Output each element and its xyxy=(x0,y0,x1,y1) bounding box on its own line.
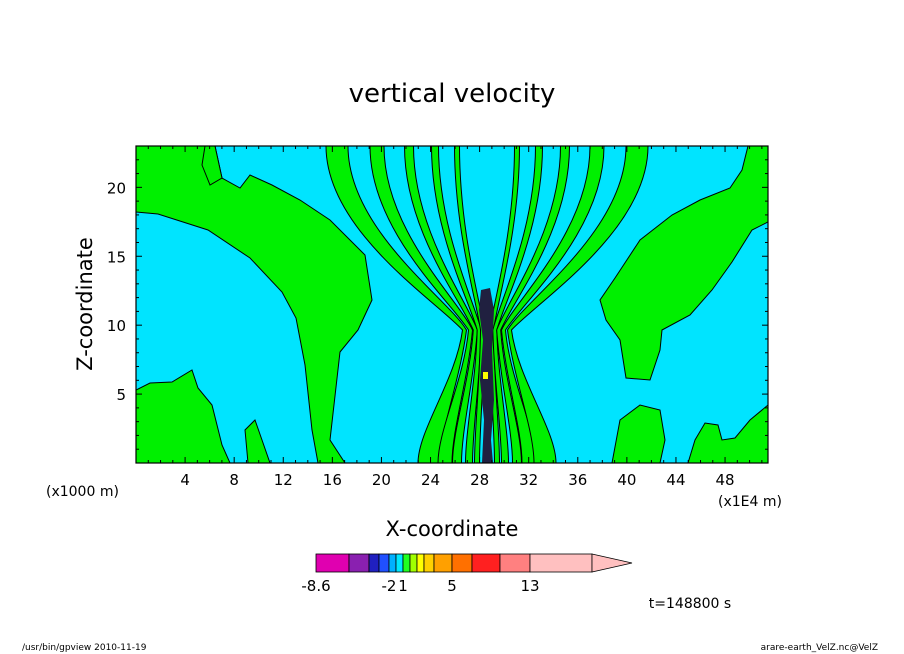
x-tick-label: 28 xyxy=(470,471,489,489)
x-units-right: (x1E4 m) xyxy=(718,494,782,510)
colorbar-label: 5 xyxy=(447,577,457,595)
positive-region-bottom-left xyxy=(136,369,231,463)
fan-band xyxy=(403,146,478,463)
colorbar-cell xyxy=(395,553,404,573)
y-tick-label: 10 xyxy=(107,317,126,335)
contour-field xyxy=(136,146,768,463)
positive-region-bottom-right-2 xyxy=(611,404,666,463)
colorbar-label: -2 xyxy=(382,577,397,595)
x-tick-label: 20 xyxy=(372,471,391,489)
positive-region-top-right xyxy=(599,146,768,381)
colorbar-label: 13 xyxy=(520,577,539,595)
footer-left: /usr/bin/gpview 2010-11-19 xyxy=(22,643,147,653)
updraft-max-spot xyxy=(483,372,488,379)
fan-band xyxy=(492,146,544,463)
colorbar-cell xyxy=(402,553,411,573)
fan-band xyxy=(453,146,486,463)
x-units-left: (x1000 m) xyxy=(46,484,119,500)
colorbar-cell xyxy=(529,553,593,573)
colorbar-label: -8.6 xyxy=(301,577,330,595)
x-tick-label: 12 xyxy=(274,471,293,489)
fan-band xyxy=(369,146,474,463)
central-fan xyxy=(325,146,649,463)
colorbar-cell xyxy=(499,553,531,573)
footer-right: arare-earth_VelZ.nc@VelZ xyxy=(761,643,878,653)
positive-region-bottom-left-2 xyxy=(244,419,271,463)
fan-band xyxy=(488,146,521,463)
x-axis-label: X-coordinate xyxy=(386,517,519,541)
positive-region-bottom-right xyxy=(687,404,768,463)
colorbar xyxy=(315,553,633,573)
colorbar-cell xyxy=(471,553,501,573)
y-tick-label: 20 xyxy=(107,179,126,197)
fan-band xyxy=(325,146,468,463)
fan-band xyxy=(496,146,571,463)
y-axis: 5 10 15 20 xyxy=(107,159,768,450)
positive-region-top-left xyxy=(136,146,373,463)
colorbar-labels: -8.6 -2 1 5 13 xyxy=(301,577,539,595)
colorbar-cell xyxy=(348,553,370,573)
colorbar-arrow xyxy=(591,553,633,573)
x-tick-label: 32 xyxy=(519,471,538,489)
chart-title: vertical velocity xyxy=(349,79,556,109)
x-axis: 4 8 12 16 20 24 28 32 36 40 44 48 xyxy=(147,146,763,489)
time-label: t=148800 s xyxy=(649,596,731,612)
positive-region-left-hump xyxy=(136,146,223,186)
x-tick-label: 48 xyxy=(716,471,735,489)
colorbar-cell xyxy=(315,553,350,573)
colorbar-cell xyxy=(451,553,473,573)
colorbar-cell xyxy=(416,553,425,573)
x-tick-label: 36 xyxy=(568,471,587,489)
colorbar-cell xyxy=(409,553,418,573)
y-tick-label: 15 xyxy=(107,248,126,266)
x-tick-label: 44 xyxy=(666,471,685,489)
colorbar-cell xyxy=(423,553,435,573)
colorbar-label: 1 xyxy=(398,577,408,595)
colorbar-cell xyxy=(368,553,380,573)
convective-core xyxy=(479,288,494,463)
colorbar-cell xyxy=(433,553,453,573)
x-tick-label: 40 xyxy=(617,471,636,489)
x-tick-label: 24 xyxy=(421,471,440,489)
x-tick-label: 8 xyxy=(229,471,239,489)
x-tick-label: 16 xyxy=(323,471,342,489)
fan-band xyxy=(430,146,482,463)
colorbar-cell xyxy=(378,553,390,573)
colorbar-cell xyxy=(388,553,397,573)
y-axis-label: Z-coordinate xyxy=(73,237,97,371)
y-tick-label: 5 xyxy=(116,386,126,404)
plot-frame xyxy=(135,145,769,464)
x-tick-label: 4 xyxy=(180,471,190,489)
